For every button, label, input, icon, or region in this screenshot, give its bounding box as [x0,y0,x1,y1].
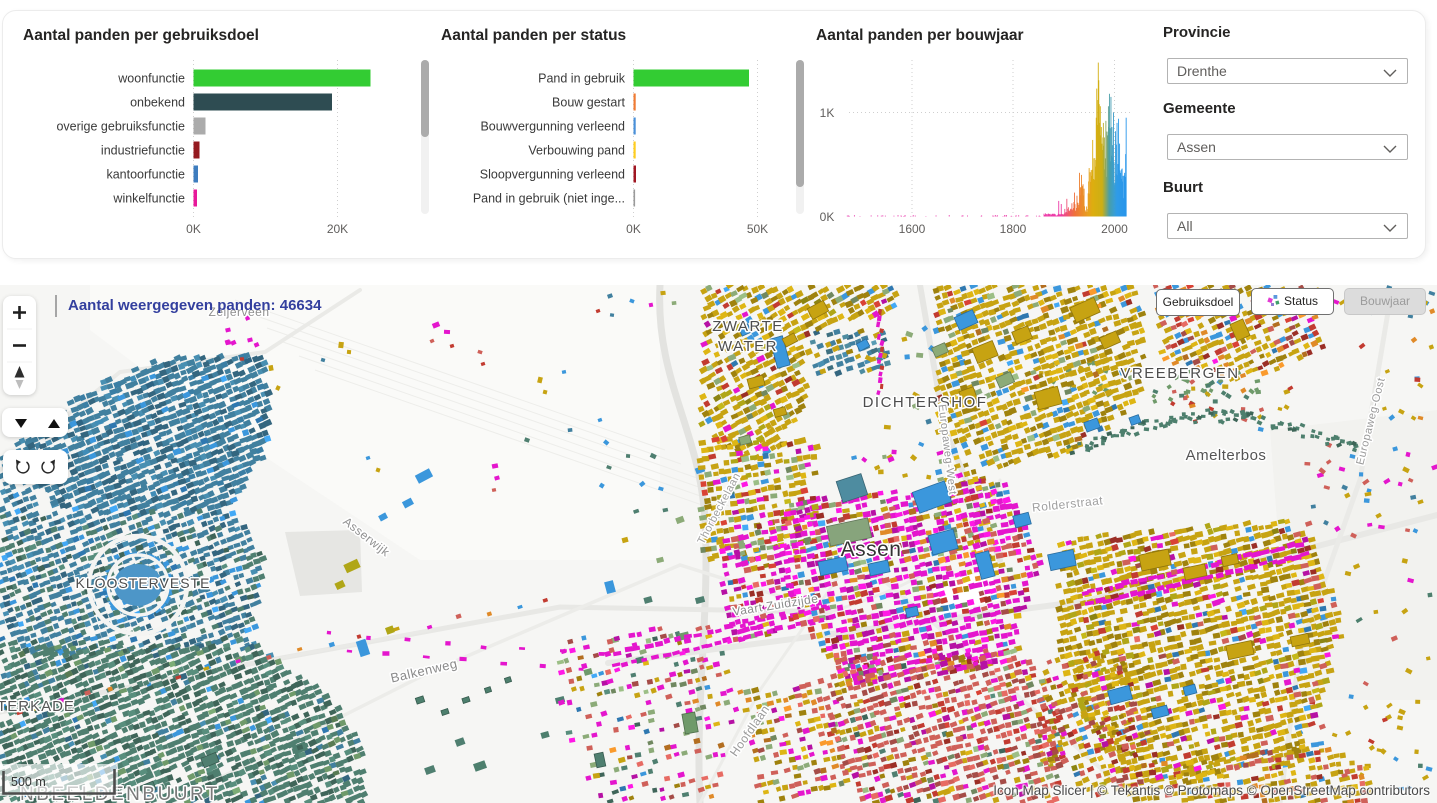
svg-text:Pand in gebruik: Pand in gebruik [538,72,626,86]
svg-text:KLOOSTERVESTE: KLOOSTERVESTE [76,575,211,591]
svg-text:Sloopvergunning verleend: Sloopvergunning verleend [480,168,625,182]
svg-text:VREEBERGEN: VREEBERGEN [1120,365,1239,382]
svg-text:0K: 0K [186,222,201,236]
svg-text:Zeijerveen: Zeijerveen [208,305,269,319]
svg-text:TERKADE: TERKADE [0,698,75,715]
svg-text:onbekend: onbekend [130,96,185,110]
svg-text:overige gebruiksfunctie: overige gebruiksfunctie [56,120,185,134]
svg-text:Aantal panden per status: Aantal panden per status [441,27,626,44]
svg-text:woonfunctie: woonfunctie [117,72,185,86]
svg-text:winkelfunctie: winkelfunctie [112,192,185,206]
svg-text:Aantal panden per gebruiksdoel: Aantal panden per gebruiksdoel [23,27,259,44]
svg-text:Bouwvergunning verleend: Bouwvergunning verleend [480,120,625,134]
svg-text:500 m: 500 m [11,775,46,789]
svg-text:Verbouwing pand: Verbouwing pand [528,144,625,158]
svg-text:ZWARTE: ZWARTE [712,318,784,335]
svg-text:kantoorfunctie: kantoorfunctie [106,168,185,182]
svg-text:1K: 1K [820,106,835,120]
svg-text:Aantal panden per bouwjaar: Aantal panden per bouwjaar [816,27,1024,44]
svg-text:industriefunctie: industriefunctie [101,144,185,158]
svg-text:Assen: Assen [841,538,902,561]
svg-text:Bouw gestart: Bouw gestart [552,96,625,110]
svg-text:0K: 0K [626,222,641,236]
svg-text:2000: 2000 [1101,222,1128,236]
svg-text:0K: 0K [820,210,835,224]
svg-text:Pand in gebruik (niet inge...: Pand in gebruik (niet inge... [473,192,625,206]
svg-text:Amelterbos: Amelterbos [1186,447,1267,464]
svg-text:1600: 1600 [899,222,926,236]
svg-text:DICHTERSHOF: DICHTERSHOF [863,394,988,411]
svg-text:1800: 1800 [1000,222,1027,236]
svg-text:20K: 20K [327,222,348,236]
svg-text:50K: 50K [747,222,768,236]
svg-text:WATER: WATER [718,338,778,355]
